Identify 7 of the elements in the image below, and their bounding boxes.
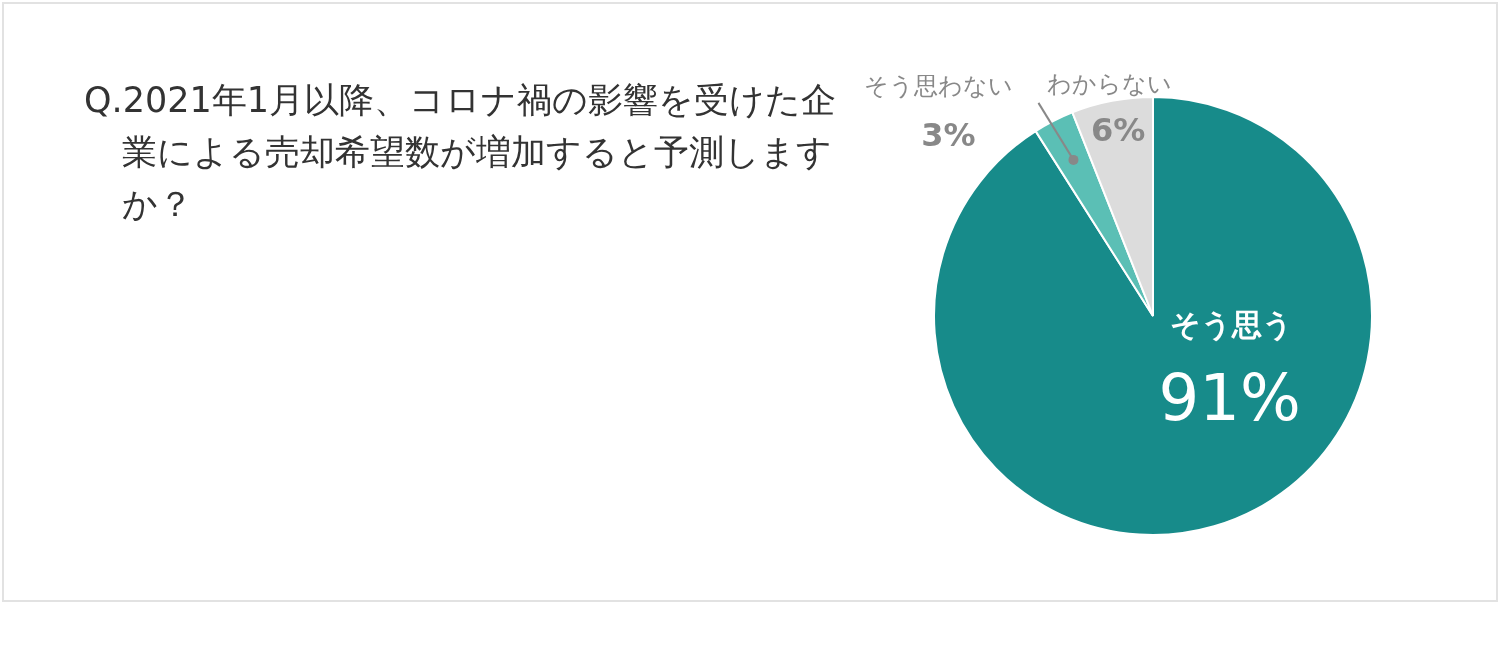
data-label: 91% <box>1158 361 1301 436</box>
data-label: 3% <box>921 116 976 155</box>
slice-label: わからない <box>1046 70 1172 99</box>
data-label: 6% <box>1090 111 1146 150</box>
slice-label: そう思う <box>1170 306 1294 342</box>
text: Q.2021年1月以降、コロナ禍の影響を受けた企業による売却希望数が増加すると予測しますか？ <box>84 79 837 226</box>
slice-label: そう思わない <box>863 72 1013 101</box>
